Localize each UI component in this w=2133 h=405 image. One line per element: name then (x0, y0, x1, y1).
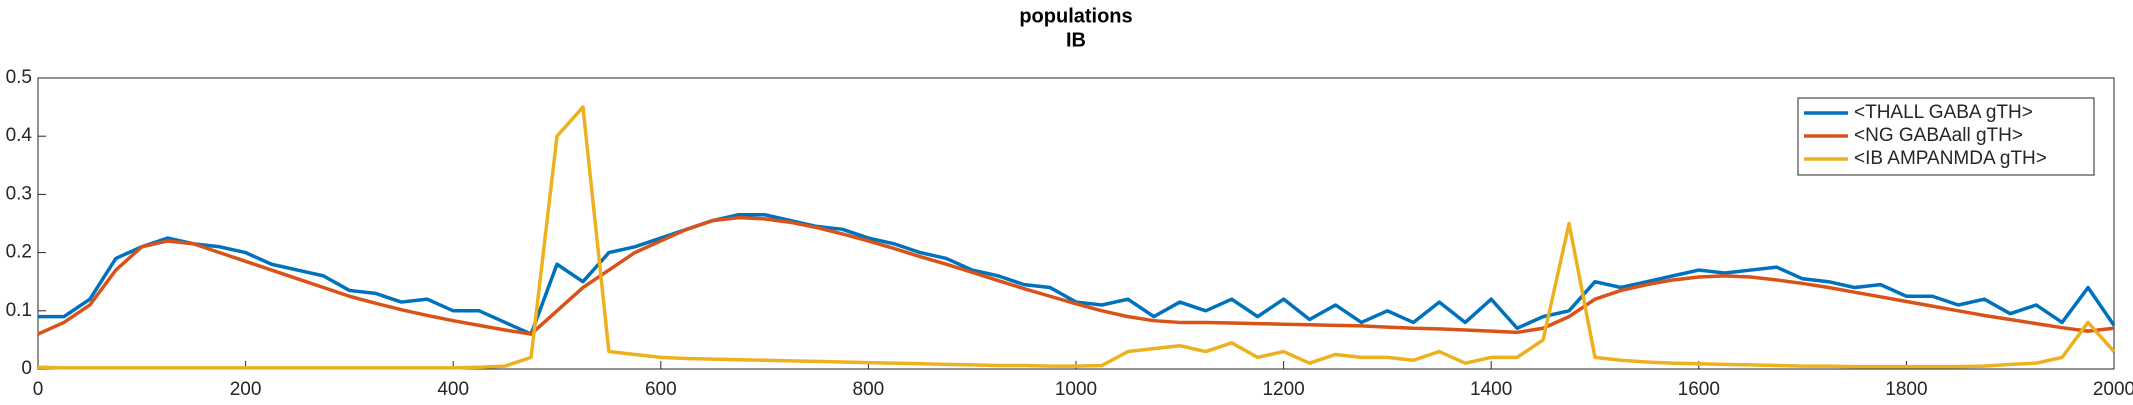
x-tick-label: 1400 (1470, 379, 1512, 400)
x-tick-label: 800 (853, 379, 885, 400)
y-tick-label: 0.1 (6, 300, 32, 321)
y-tick-label: 0.5 (6, 67, 32, 88)
legend-label: <NG GABAall gTH> (1854, 125, 2023, 146)
x-tick-label: 1600 (1678, 379, 1720, 400)
x-tick-label: 1200 (1262, 379, 1304, 400)
x-tick-label: 2000 (2093, 379, 2133, 400)
chart-title: populations (1019, 5, 1132, 27)
y-tick-label: 0.3 (6, 183, 32, 204)
x-tick-label: 1000 (1055, 379, 1097, 400)
x-tick-label: 0 (33, 379, 44, 400)
x-tick-label: 600 (645, 379, 677, 400)
y-tick-label: 0.2 (6, 242, 32, 263)
series-line (37, 105, 2116, 370)
y-tick-label: 0 (21, 358, 32, 379)
legend-label: <THALL GABA gTH> (1854, 102, 2033, 123)
legend-label: <IB AMPANMDA gTH> (1854, 148, 2047, 169)
plot-area (37, 77, 2115, 370)
chart-subtitle: IB (1066, 29, 1086, 51)
y-tick-label: 0.4 (6, 125, 33, 146)
x-tick-label: 400 (437, 379, 469, 400)
x-tick-label: 200 (230, 379, 262, 400)
series-line (37, 215, 2115, 336)
x-tick-label: 1800 (1885, 379, 1927, 400)
